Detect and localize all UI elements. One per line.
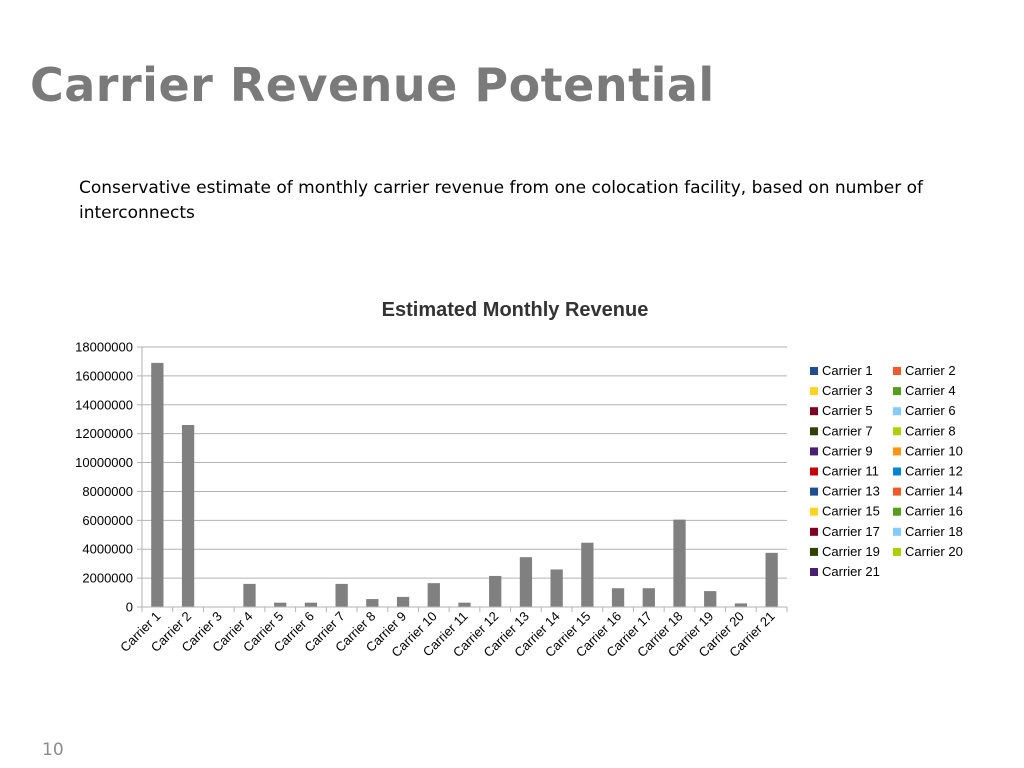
bar-carrier-17 — [642, 588, 655, 607]
legend-item-label: Carrier 14 — [905, 484, 963, 499]
legend-item-label: Carrier 13 — [822, 484, 880, 499]
legend-swatch — [810, 547, 818, 556]
legend-item-label: Carrier 9 — [822, 443, 873, 458]
bar-carrier-18 — [673, 519, 686, 607]
y-tick-label: 6000000 — [82, 513, 133, 528]
legend-swatch — [893, 367, 901, 375]
legend-swatch — [893, 467, 901, 476]
bar-carrier-19 — [704, 591, 717, 607]
bar-carrier-7 — [335, 583, 348, 607]
y-axis-ticks: 0 2000000 4000000 6000000 8000000 10000000 120… — [75, 340, 133, 615]
legend-swatch — [893, 487, 901, 496]
legend-item-label: Carrier 8 — [905, 423, 956, 438]
legend-item-label: Carrier 2 — [905, 363, 956, 378]
page-number: 10 — [42, 740, 64, 760]
legend-item-label: Carrier 15 — [822, 504, 880, 519]
y-tick-label: 4000000 — [82, 542, 133, 557]
bar-carrier-16 — [611, 588, 625, 607]
y-tick-label: 14000000 — [75, 397, 133, 412]
legend-swatch — [893, 507, 901, 516]
slide-subtitle: Conservative estimate of monthly carrier… — [79, 178, 924, 223]
bar-carrier-12 — [489, 575, 502, 607]
slide-title: Carrier Revenue Potential — [30, 58, 715, 112]
legend-swatch — [810, 427, 818, 436]
revenue-chart: Estimated Monthly Revenue 0 2000000 400000… — [0, 280, 1024, 700]
legend-item-label: Carrier 20 — [905, 544, 963, 559]
legend-swatch — [810, 487, 818, 496]
legend-swatch — [893, 407, 901, 416]
legend-item-label: Carrier 21 — [822, 564, 880, 579]
bar-carrier-5 — [274, 602, 287, 607]
bar-carrier-8 — [366, 599, 379, 607]
legend-swatch — [810, 527, 818, 536]
legend-swatch — [893, 387, 901, 396]
chart-canvas: Estimated Monthly Revenue 0 2000000 400000… — [75, 299, 963, 660]
chart-bars — [151, 362, 778, 607]
legend-item-label: Carrier 19 — [822, 544, 880, 559]
bar-carrier-21 — [765, 552, 778, 607]
legend-swatch — [810, 367, 818, 375]
legend-swatch — [810, 568, 818, 576]
y-tick-label: 10000000 — [75, 455, 133, 470]
legend-item-label: Carrier 12 — [905, 464, 963, 479]
legend-swatch — [810, 467, 818, 476]
legend-swatch — [810, 387, 818, 396]
bar-carrier-6 — [304, 602, 318, 607]
chart-gridlines — [137, 346, 787, 608]
chart-title: Estimated Monthly Revenue — [382, 299, 649, 321]
legend-swatch — [810, 447, 818, 456]
legend-swatch — [893, 427, 901, 436]
bar-carrier-9 — [396, 596, 410, 607]
legend-swatch — [893, 447, 901, 456]
legend-item-label: Carrier 10 — [905, 443, 963, 458]
chart-axes — [141, 347, 787, 608]
legend-item-label: Carrier 11 — [822, 464, 879, 479]
y-tick-label: 2000000 — [82, 571, 133, 586]
bar-carrier-11 — [458, 602, 471, 607]
legend-item-label: Carrier 16 — [905, 504, 963, 519]
bar-carrier-1 — [151, 362, 164, 607]
legend-swatch — [893, 547, 901, 556]
bar-carrier-15 — [581, 542, 594, 607]
legend-item-label: Carrier 5 — [822, 403, 873, 418]
legend-item-label: Carrier 1 — [822, 363, 873, 378]
bar-carrier-13 — [519, 557, 533, 607]
bar-carrier-20 — [734, 603, 748, 607]
legend-swatch — [893, 527, 901, 536]
bar-carrier-14 — [550, 569, 563, 607]
chart-legend: Carrier 1 Carrier 2 Carrier 3 Carrier 4 Carr… — [810, 363, 963, 579]
legend-item-label: Carrier 3 — [822, 383, 873, 398]
legend-item-label: Carrier 6 — [905, 403, 956, 418]
bar-carrier-2 — [181, 425, 195, 607]
legend-item-label: Carrier 17 — [822, 524, 880, 539]
legend-item-label: Carrier 4 — [905, 383, 956, 398]
bar-carrier-4 — [243, 583, 256, 607]
legend-swatch — [810, 507, 818, 516]
y-tick-label: 0 — [126, 600, 133, 615]
y-tick-label: 16000000 — [75, 368, 133, 383]
y-tick-label: 12000000 — [75, 426, 133, 441]
legend-swatch — [810, 407, 818, 416]
bar-carrier-10 — [427, 583, 440, 607]
legend-item-label: Carrier 7 — [822, 423, 873, 438]
y-tick-label: 18000000 — [75, 340, 133, 355]
legend-item-label: Carrier 18 — [905, 524, 963, 539]
y-tick-label: 8000000 — [82, 484, 133, 499]
